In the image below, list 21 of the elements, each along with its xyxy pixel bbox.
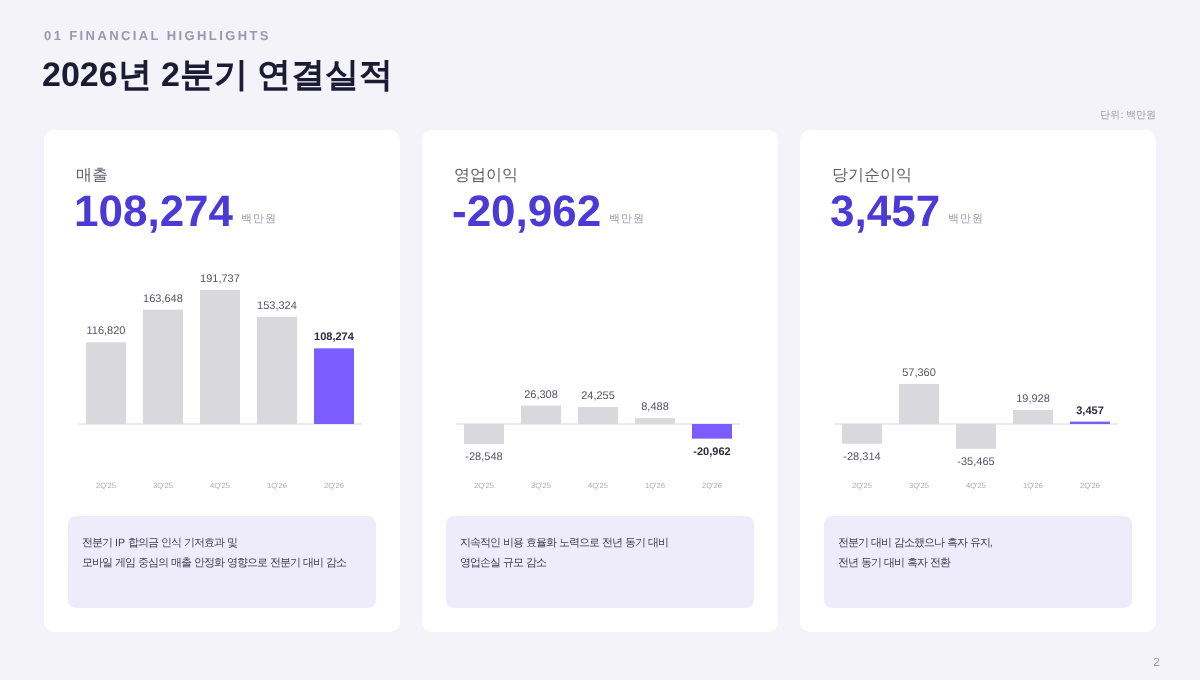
bar [521, 405, 561, 424]
bar [956, 424, 996, 449]
bar [86, 342, 126, 424]
bar [578, 407, 618, 424]
chart-title: 당기순이익 [832, 166, 912, 184]
bar [692, 424, 732, 439]
chart-title: 영업이익 [454, 166, 518, 184]
bar [257, 316, 297, 424]
text: 2026년 2분기 연결실적 [42, 56, 394, 94]
bar [635, 418, 675, 424]
chart-subtitle: -20,962 [452, 186, 602, 236]
bar [842, 424, 882, 444]
bar [1013, 410, 1053, 424]
chart-subtitle: 108,274 [74, 186, 235, 236]
bar [464, 424, 504, 444]
bar [314, 348, 354, 424]
chart-subtitle: 3,457 [830, 186, 941, 236]
chart-title: 매출 [76, 166, 108, 184]
bar [200, 290, 240, 424]
bar [143, 309, 183, 424]
bar [899, 383, 939, 424]
